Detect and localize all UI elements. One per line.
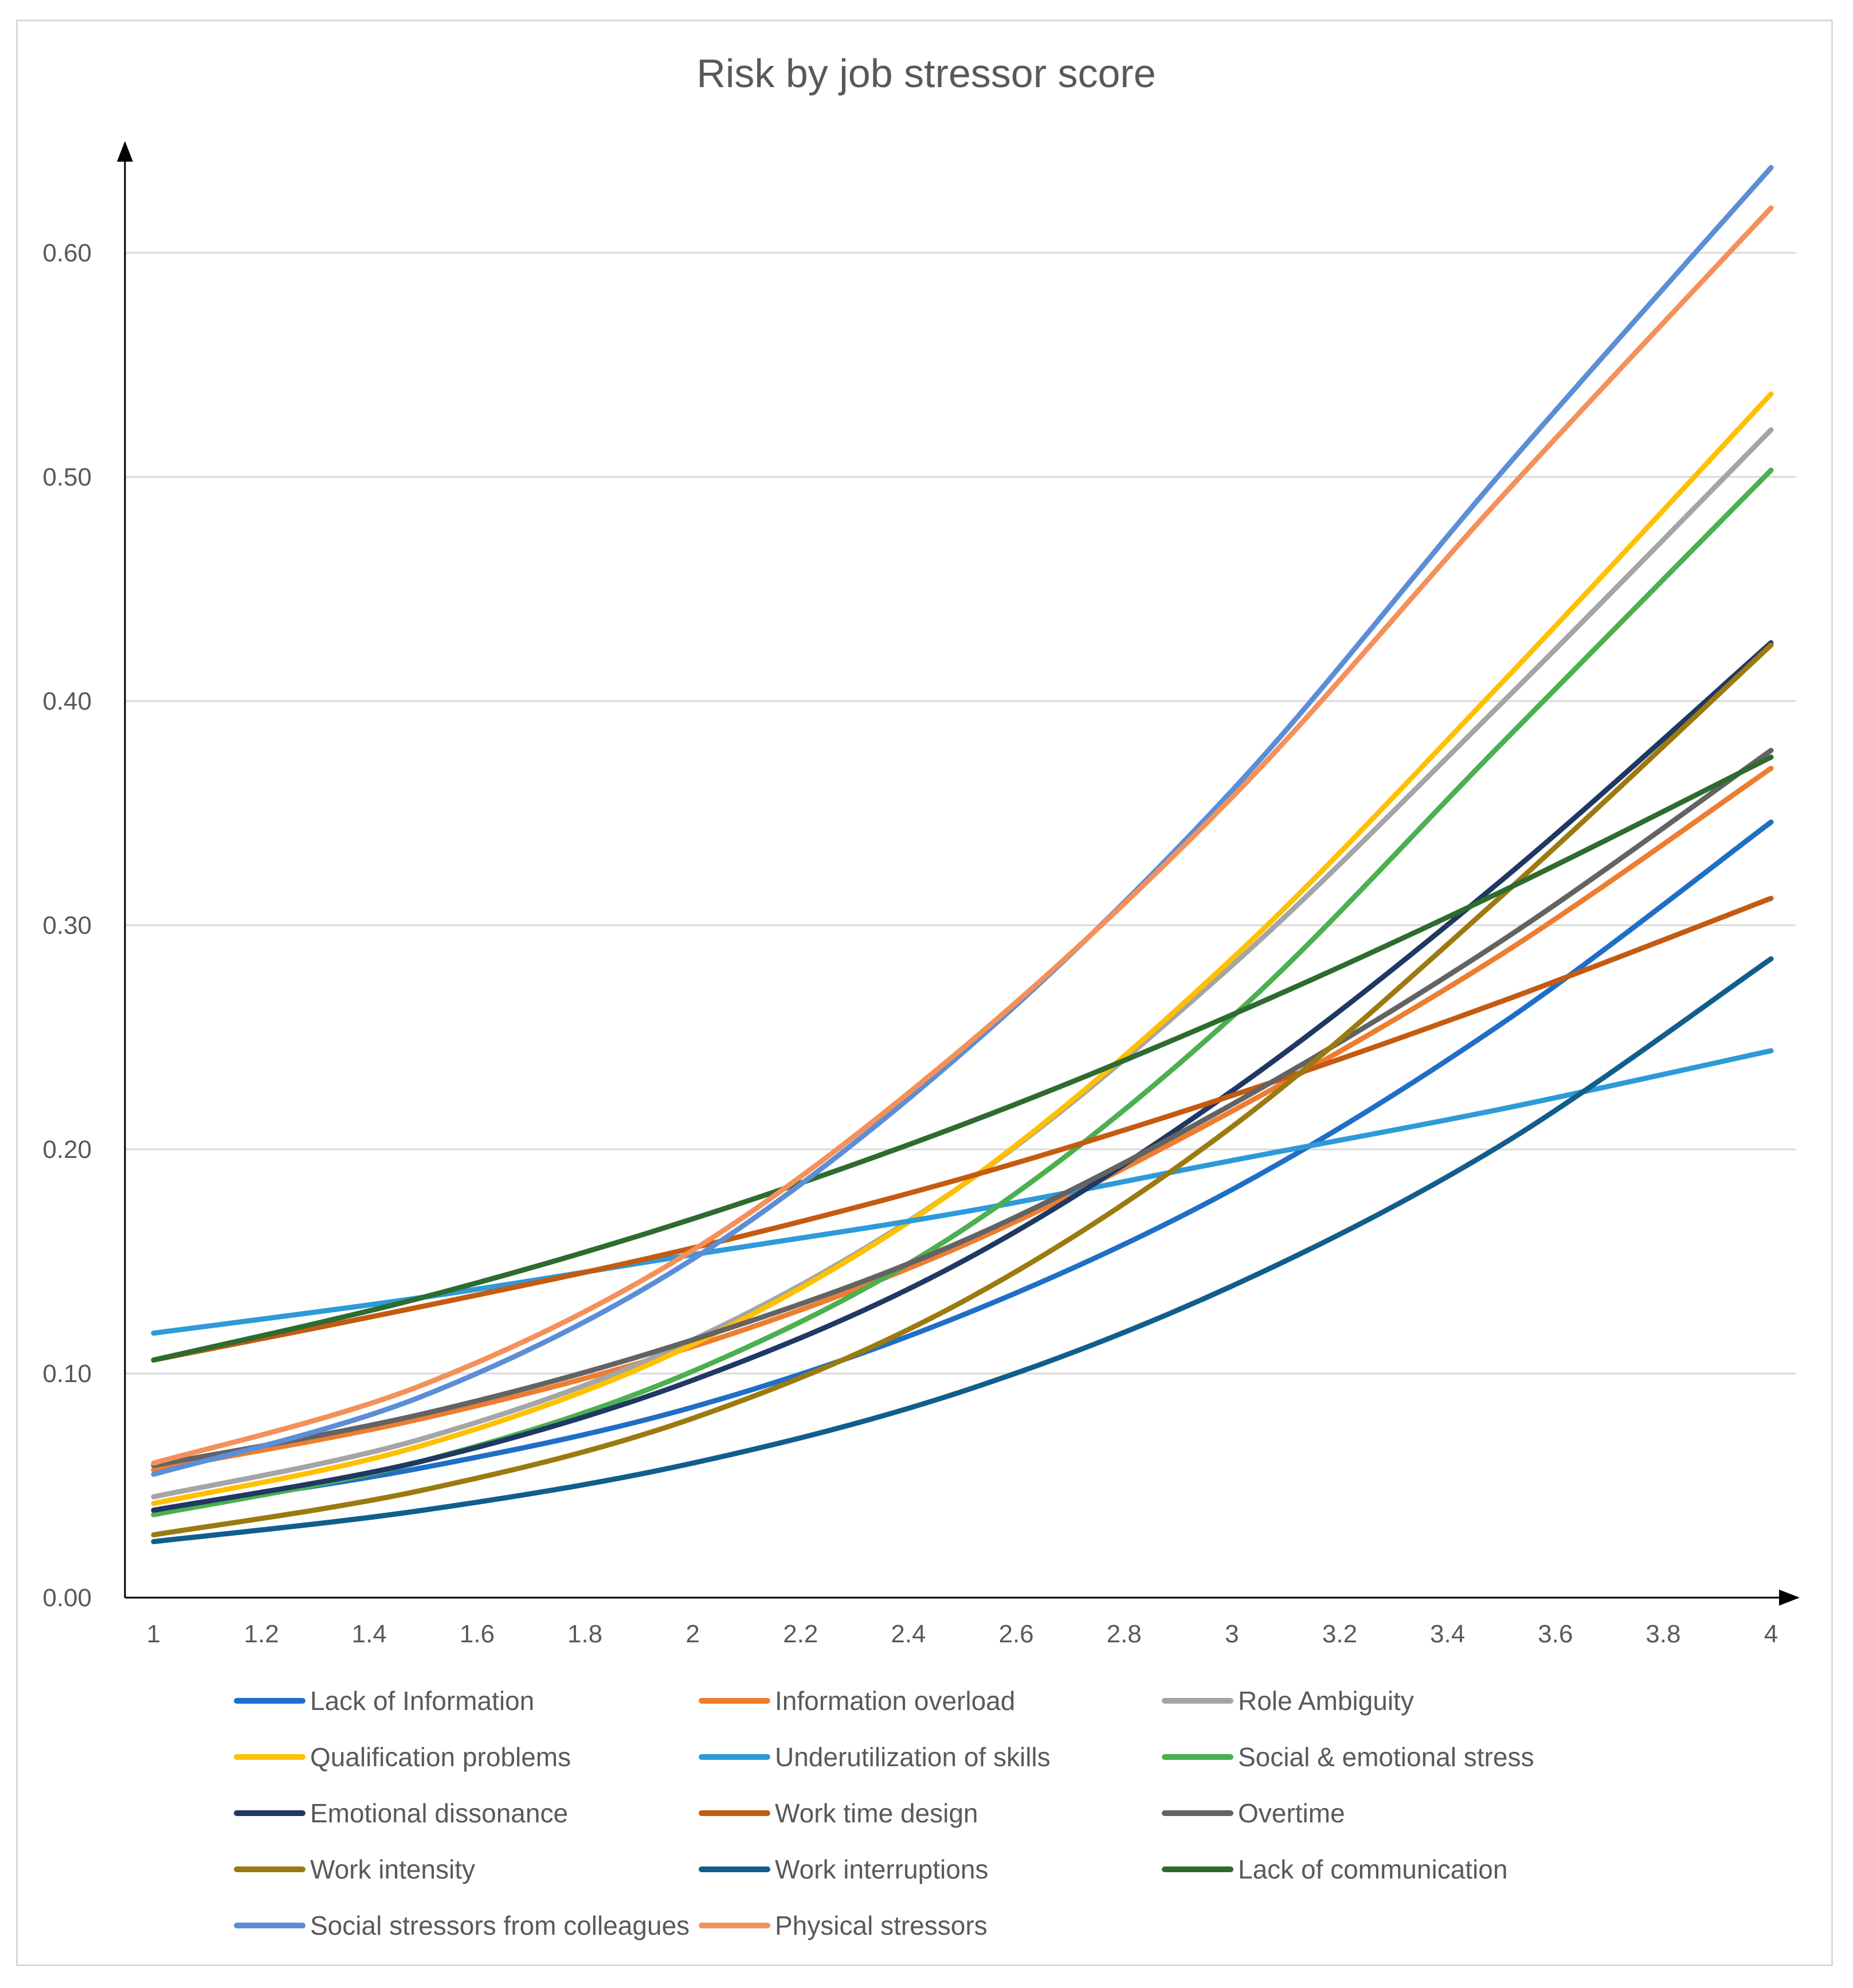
x-tick-label: 3.4 xyxy=(1430,1620,1465,1648)
legend-item-social-stressors-from-colleagues: Social stressors from colleagues xyxy=(234,1911,690,1940)
legend-label: Work interruptions xyxy=(775,1854,988,1884)
series-line-work-intensity xyxy=(151,642,1774,1537)
series-line-overtime xyxy=(151,748,1774,1468)
x-tick-label: 2.6 xyxy=(998,1620,1033,1648)
legend-item-lack-of-communication: Lack of communication xyxy=(1162,1854,1507,1884)
legend-label: Overtime xyxy=(1238,1798,1345,1828)
legend-label: Emotional dissonance xyxy=(310,1798,568,1828)
legend-label: Underutilization of skills xyxy=(775,1742,1051,1772)
x-tick-label: 2 xyxy=(685,1620,699,1648)
x-axis-arrow xyxy=(1779,1590,1800,1606)
legend-label: Information overload xyxy=(775,1686,1015,1716)
legend-label: Work intensity xyxy=(310,1854,475,1884)
series-line-physical-stressors xyxy=(151,205,1774,1466)
legend-item-information-overload: Information overload xyxy=(699,1686,1015,1716)
legend-item-work-intensity: Work intensity xyxy=(234,1854,475,1884)
legend-label: Lack of Information xyxy=(310,1686,534,1716)
legend-item-overtime: Overtime xyxy=(1162,1798,1345,1828)
legend: Lack of Information Information overload R… xyxy=(234,1686,1534,1940)
series-line-information-overload xyxy=(151,765,1774,1473)
legend-item-physical-stressors: Physical stressors xyxy=(699,1911,988,1940)
y-tick-label: 0.10 xyxy=(42,1360,92,1388)
x-tick-label: 1.6 xyxy=(460,1620,495,1648)
legend-item-work-interruptions: Work interruptions xyxy=(699,1854,988,1884)
x-tick-label: 3.2 xyxy=(1322,1620,1357,1648)
y-tick-label: 0.30 xyxy=(42,911,92,940)
legend-item-social-and-emotional-stress: Social & emotional stress xyxy=(1162,1742,1534,1772)
legend-item-work-time-design: Work time design xyxy=(699,1798,978,1828)
legend-label: Lack of communication xyxy=(1238,1854,1507,1884)
y-tick-label: 0.20 xyxy=(42,1136,92,1164)
legend-label: Qualification problems xyxy=(310,1742,571,1772)
legend-item-underutilization-of-skills: Underutilization of skills xyxy=(699,1742,1051,1772)
legend-label: Social stressors from colleagues xyxy=(310,1911,690,1940)
chart-title: Risk by job stressor score xyxy=(696,51,1155,96)
x-tick-label: 1 xyxy=(147,1620,160,1648)
y-axis-arrow xyxy=(117,141,133,162)
x-tick-label: 4 xyxy=(1764,1620,1778,1648)
series-line-role-ambiguity xyxy=(151,427,1774,1500)
series-line-social-stressors-from-colleagues xyxy=(151,165,1774,1477)
x-tick-label: 3.8 xyxy=(1646,1620,1680,1648)
legend-item-role-ambiguity: Role Ambiguity xyxy=(1162,1686,1414,1716)
x-tick-label: 1.8 xyxy=(567,1620,602,1648)
x-tick-label: 1.4 xyxy=(352,1620,387,1648)
x-tick-label: 3.6 xyxy=(1538,1620,1573,1648)
legend-item-emotional-dissonance: Emotional dissonance xyxy=(234,1798,568,1828)
legend-label: Physical stressors xyxy=(775,1911,988,1940)
x-tick-label: 3 xyxy=(1225,1620,1239,1648)
x-tick-label: 2.8 xyxy=(1107,1620,1142,1648)
series-line-lack-of-communication xyxy=(151,754,1774,1363)
legend-item-qualification-problems: Qualification problems xyxy=(234,1742,571,1772)
series-line-emotional-dissonance xyxy=(151,640,1774,1513)
series-line-work-time-design xyxy=(151,895,1774,1363)
series-lines xyxy=(151,165,1774,1544)
y-tick-label: 0.40 xyxy=(42,687,92,715)
axes xyxy=(117,141,1800,1606)
y-tick-labels: 0.00 0.10 0.20 0.30 0.40 0.50 0.60 xyxy=(42,239,92,1612)
y-tick-label: 0.50 xyxy=(42,463,92,491)
x-tick-label: 2.2 xyxy=(783,1620,818,1648)
x-tick-labels: 1 1.2 1.4 1.6 1.8 2 2.2 2.4 2.6 2.8 3 3.2 3.4 3.6 3.8 4 xyxy=(147,1620,1778,1648)
series-line-underutilization-of-skills xyxy=(151,1048,1774,1336)
x-tick-label: 2.4 xyxy=(891,1620,926,1648)
y-tick-label: 0.00 xyxy=(42,1584,92,1612)
series-line-work-interruptions xyxy=(151,956,1774,1544)
legend-label: Social & emotional stress xyxy=(1238,1742,1534,1772)
gridlines xyxy=(125,252,1796,1375)
x-tick-label: 1.2 xyxy=(244,1620,279,1648)
legend-item-lack-of-information: Lack of Information xyxy=(234,1686,534,1716)
legend-label: Work time design xyxy=(775,1798,978,1828)
series-line-lack-of-information xyxy=(151,819,1774,1513)
legend-label: Role Ambiguity xyxy=(1238,1686,1414,1716)
series-line-qualification-problems xyxy=(151,391,1774,1506)
y-tick-label: 0.60 xyxy=(42,239,92,267)
